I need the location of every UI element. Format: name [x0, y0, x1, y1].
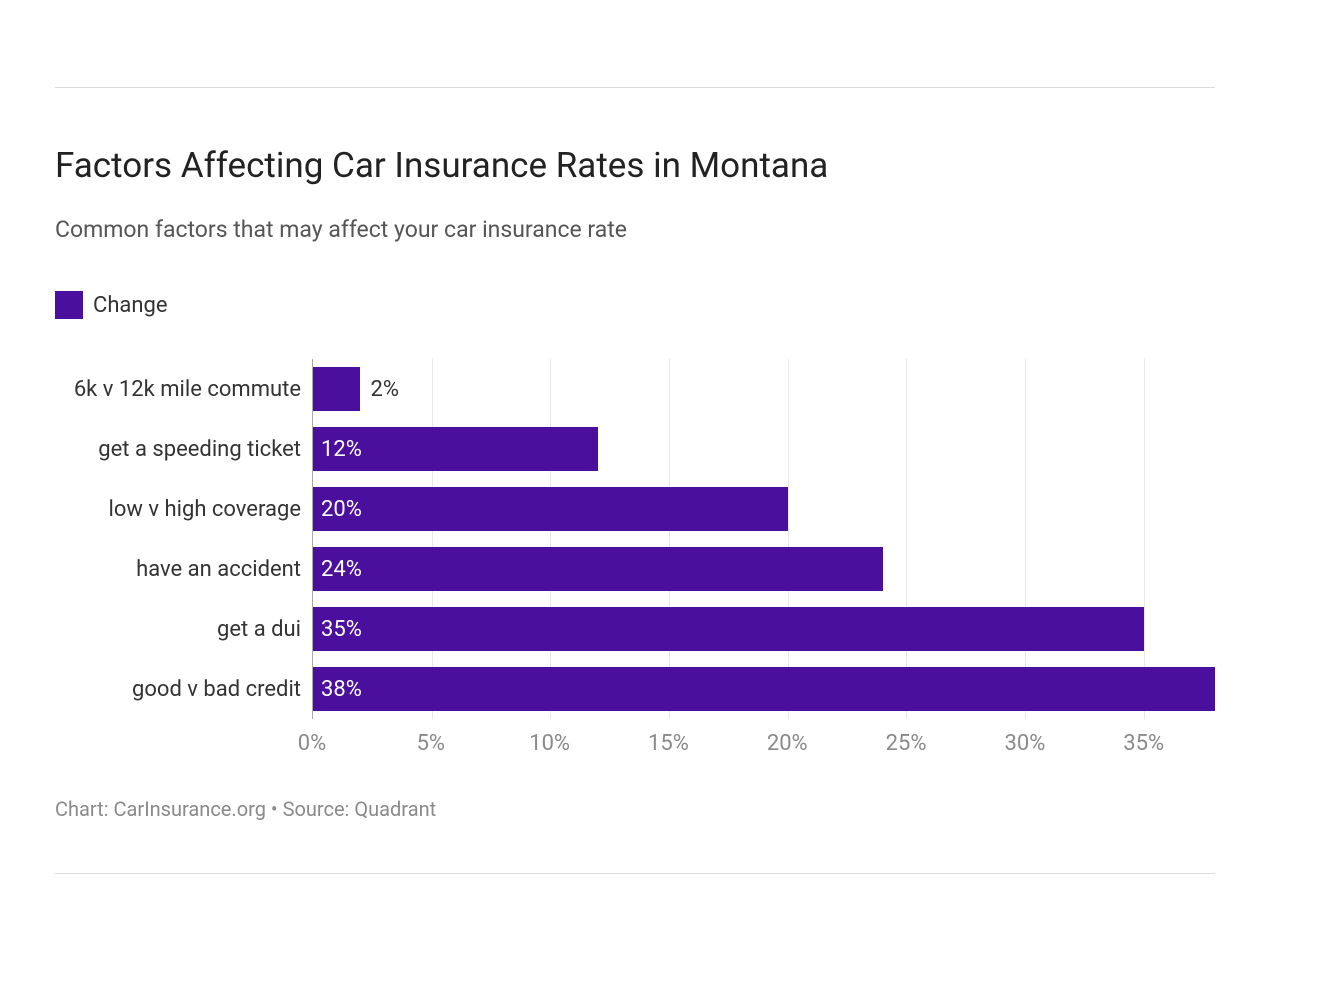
x-tick-label: 35%	[1123, 731, 1164, 756]
grid-line	[550, 359, 551, 719]
bar-row: get a dui35%	[313, 607, 1215, 651]
x-tick-label: 0%	[298, 731, 326, 756]
x-tick-label: 15%	[648, 731, 689, 756]
bar-value-label: 12%	[321, 437, 362, 462]
bar-value-label: 2%	[370, 377, 398, 402]
grid-line	[432, 359, 433, 719]
legend-swatch	[55, 291, 83, 319]
divider-top	[55, 87, 1215, 88]
legend: Change	[55, 291, 1215, 319]
bar	[313, 487, 788, 531]
divider-bottom	[55, 873, 1215, 874]
category-label: 6k v 12k mile commute	[74, 377, 301, 402]
category-label: get a dui	[217, 617, 301, 642]
category-label: get a speeding ticket	[98, 437, 301, 462]
plot: 6k v 12k mile commute2% get a speeding ti…	[312, 359, 1215, 719]
bar	[313, 667, 1215, 711]
x-axis: 0%5%10%15%20%25%30%35%	[312, 723, 1215, 763]
x-tick-label: 10%	[529, 731, 570, 756]
x-tick-label: 5%	[417, 731, 445, 756]
chart-container: Factors Affecting Car Insurance Rates in…	[55, 145, 1215, 821]
chart-title: Factors Affecting Car Insurance Rates in…	[55, 145, 1215, 186]
bar-value-label: 35%	[321, 617, 362, 642]
bar-row: good v bad credit38%	[313, 667, 1215, 711]
bar	[313, 547, 883, 591]
category-label: low v high coverage	[109, 497, 302, 522]
bar-value-label: 20%	[321, 497, 362, 522]
bar-value-label: 24%	[321, 557, 362, 582]
grid-line	[1025, 359, 1026, 719]
grid-line	[788, 359, 789, 719]
x-tick-label: 25%	[886, 731, 927, 756]
legend-label: Change	[93, 293, 168, 318]
grid-line	[1144, 359, 1145, 719]
grid-line	[906, 359, 907, 719]
plot-area: 6k v 12k mile commute2% get a speeding ti…	[312, 359, 1215, 719]
bar-value-label: 38%	[321, 677, 362, 702]
grid-line	[669, 359, 670, 719]
x-tick-label: 20%	[767, 731, 808, 756]
attribution: Chart: CarInsurance.org • Source: Quadra…	[55, 797, 1215, 821]
bar	[313, 607, 1144, 651]
category-label: good v bad credit	[132, 677, 301, 702]
bar-row: have an accident24%	[313, 547, 1215, 591]
chart-subtitle: Common factors that may affect your car …	[55, 216, 1215, 243]
bar	[313, 367, 360, 411]
bar-row: low v high coverage20%	[313, 487, 1215, 531]
bar-row: get a speeding ticket12%	[313, 427, 1215, 471]
bar-row: 6k v 12k mile commute2%	[313, 367, 1215, 411]
x-tick-label: 30%	[1004, 731, 1045, 756]
category-label: have an accident	[136, 557, 301, 582]
